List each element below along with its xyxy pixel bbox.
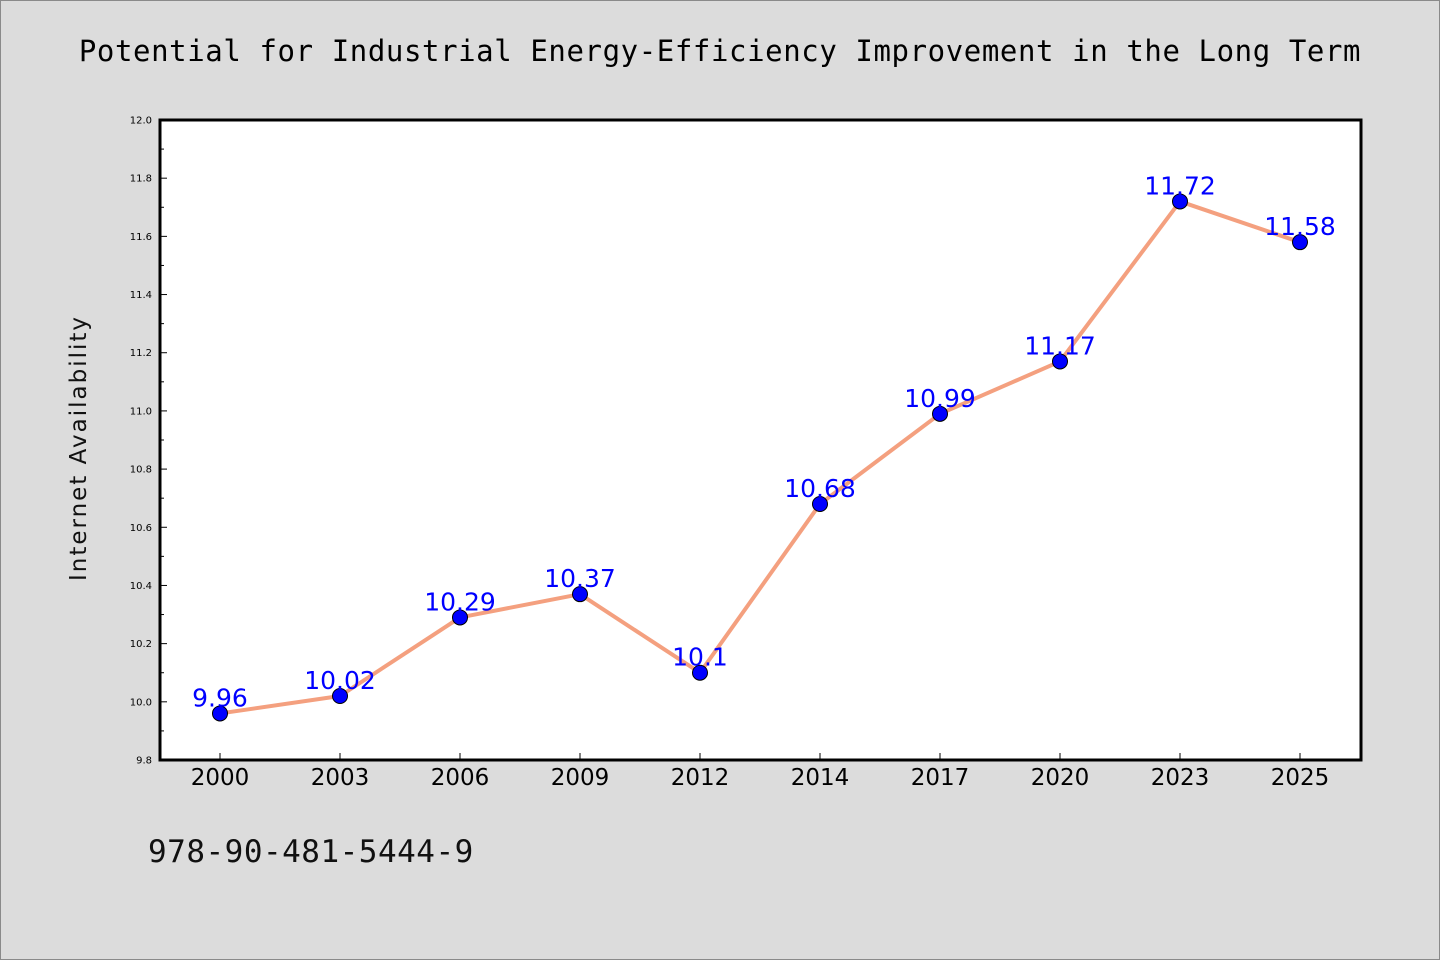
isbn-text: 978-90-481-5444-9 [148, 834, 474, 870]
y-tick-label: 12.0 [130, 116, 152, 127]
data-label: 9.96 [192, 683, 248, 712]
x-tick-label: 2009 [551, 765, 610, 791]
y-tick-label: 11.6 [130, 232, 152, 243]
data-point [1052, 353, 1068, 370]
x-tick-label: 2000 [191, 765, 250, 791]
data-point [572, 586, 588, 603]
series-line [219, 199, 1301, 716]
y-tick-label: 10.4 [130, 581, 152, 592]
data-point [212, 705, 228, 722]
data-point [812, 496, 828, 512]
data-point [452, 609, 468, 626]
y-tick-label: 10.2 [130, 639, 152, 650]
data-label: 11.72 [1144, 171, 1216, 200]
data-point [1172, 193, 1188, 210]
y-tick-label: 9.8 [136, 756, 152, 767]
y-tick-label: 11.0 [130, 406, 152, 417]
y-tick-label: 10.6 [130, 523, 152, 534]
data-point [332, 688, 348, 704]
x-tick-label: 2023 [1151, 765, 1210, 791]
data-label: 10.1 [672, 643, 728, 672]
plot-area [158, 118, 1363, 762]
y-tick-label: 10.0 [130, 697, 152, 708]
x-tick-label: 2003 [311, 765, 370, 791]
y-tick-label: 11.2 [130, 348, 152, 359]
chart-title: Potential for Industrial Energy-Efficien… [78, 34, 1362, 68]
data-label: 10.29 [424, 587, 496, 616]
y-tick-label: 11.8 [130, 174, 152, 185]
y-tick-label: 11.4 [130, 290, 152, 301]
data-point [1292, 234, 1308, 251]
x-tick-label: 2006 [431, 765, 490, 791]
x-axis: 2000 2003 2006 2009 2012 2014 2017 2020 2023 2025 [191, 753, 1330, 791]
x-tick-label: 2014 [791, 765, 850, 791]
data-label: 11.17 [1024, 331, 1096, 360]
data-label: 10.02 [304, 666, 376, 695]
data-label: 11.58 [1264, 212, 1336, 241]
data-label: 10.37 [544, 564, 616, 593]
x-tick-label: 2020 [1031, 765, 1090, 791]
data-label: 10.68 [784, 474, 856, 503]
y-tick-label: 10.8 [130, 465, 152, 476]
data-label: 10.99 [904, 384, 976, 413]
data-point [932, 405, 948, 422]
y-axis-label: Internet Availability [66, 315, 92, 581]
x-tick-label: 2025 [1271, 765, 1330, 791]
y-axis: 9.8 10.0 10.2 10.4 10.6 10.8 11.0 11.2 11.4 11.6 1… [130, 116, 167, 767]
data-point [692, 664, 708, 681]
series-group: 9.96 10.02 10.29 10.37 10.1 10.68 10.99 11.17 11… [192, 171, 1336, 722]
x-tick-label: 2012 [671, 765, 730, 791]
x-tick-label: 2017 [911, 765, 970, 791]
